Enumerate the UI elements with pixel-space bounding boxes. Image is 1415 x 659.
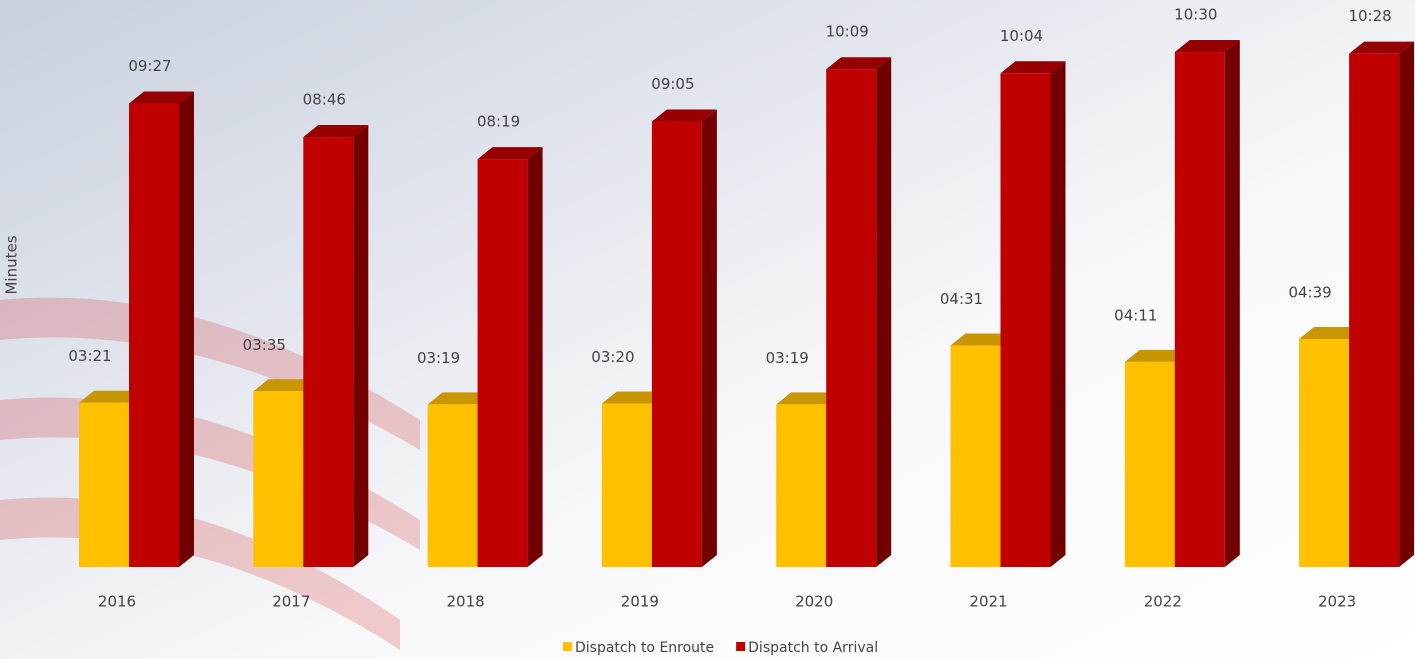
bar <box>478 159 528 567</box>
bar <box>1001 73 1051 567</box>
bar <box>79 403 129 567</box>
data-label: 09:27 <box>128 57 171 75</box>
data-label: 10:09 <box>826 23 869 41</box>
bar <box>602 404 652 567</box>
bar-side <box>1051 61 1066 567</box>
bar <box>428 404 478 567</box>
bar <box>303 137 353 567</box>
data-label: 03:19 <box>766 349 809 367</box>
x-tick-label: 2019 <box>621 593 659 611</box>
legend-label: Dispatch to Enroute <box>575 640 714 656</box>
bar <box>1349 54 1399 567</box>
data-label: 03:21 <box>68 347 111 365</box>
x-tick-label: 2018 <box>447 593 485 611</box>
bar <box>1299 339 1349 567</box>
data-label: 10:30 <box>1174 6 1217 24</box>
data-label: 04:39 <box>1288 283 1331 301</box>
data-label: 04:11 <box>1114 306 1157 324</box>
bar-side <box>528 147 543 567</box>
x-tick-label: 2022 <box>1144 593 1182 611</box>
bar-side <box>1399 42 1414 567</box>
bar <box>951 345 1001 567</box>
data-label: 08:19 <box>477 113 520 131</box>
bar <box>776 404 826 567</box>
y-axis-label: Minutes <box>3 235 21 294</box>
bar <box>129 104 179 567</box>
page: Minutes 2016 03:21 09:27 2017 03:35 08:46 2018… <box>0 0 1415 659</box>
data-label: 09:05 <box>651 75 694 93</box>
bar-side <box>353 125 368 567</box>
legend-label: Dispatch to Arrival <box>748 640 878 656</box>
legend-swatch <box>563 642 572 651</box>
bar <box>1175 52 1225 567</box>
legend-swatch <box>736 642 745 651</box>
x-tick-label: 2017 <box>272 593 310 611</box>
bar-side <box>702 110 717 567</box>
bar-side <box>876 57 891 567</box>
x-tick-label: 2021 <box>969 593 1007 611</box>
bar <box>826 69 876 567</box>
data-label: 08:46 <box>303 91 346 109</box>
data-label: 10:04 <box>1000 27 1043 45</box>
bar <box>1125 362 1175 567</box>
chart: Minutes 2016 03:21 09:27 2017 03:35 08:46 2018… <box>0 0 1415 659</box>
x-tick-label: 2016 <box>98 593 136 611</box>
bar <box>253 391 303 567</box>
data-label: 03:19 <box>417 349 460 367</box>
x-tick-label: 2020 <box>795 593 833 611</box>
data-label: 03:35 <box>243 336 286 354</box>
data-label: 04:31 <box>940 290 983 308</box>
bar-side <box>179 92 194 567</box>
bar-side <box>1225 40 1240 567</box>
x-tick-label: 2023 <box>1318 593 1356 611</box>
data-label: 03:20 <box>591 348 634 366</box>
bar <box>652 122 702 567</box>
data-label: 10:28 <box>1348 7 1391 25</box>
